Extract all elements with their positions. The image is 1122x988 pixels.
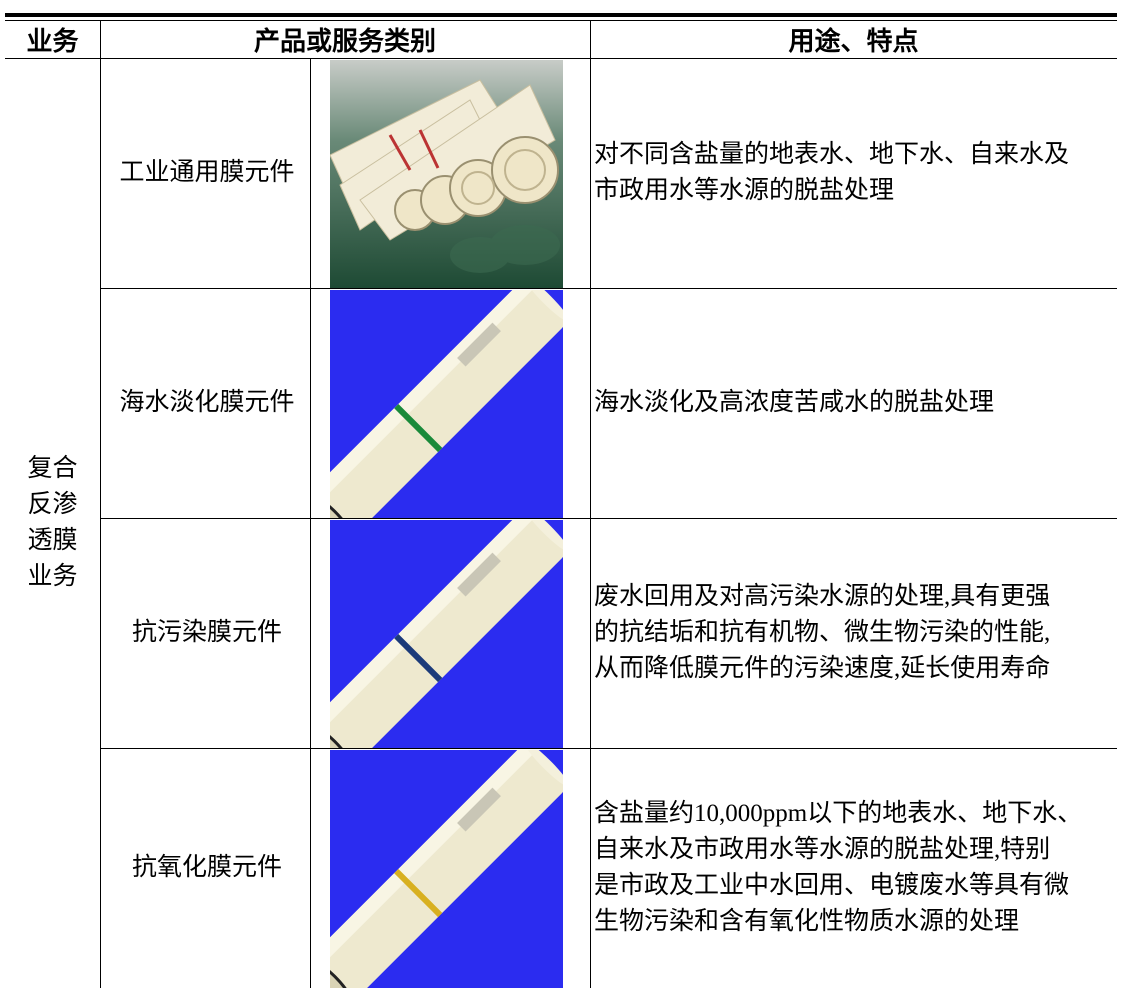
- description-line: 对不同含盐量的地表水、地下水、自来水及: [594, 141, 1070, 168]
- col-line: [310, 58, 311, 988]
- header-cell: 业务: [26, 27, 79, 56]
- product-photo: [330, 750, 563, 988]
- business-line: 复合: [27, 455, 78, 482]
- product-cell: 抗污染膜元件: [131, 619, 282, 646]
- business-line: 反渗: [27, 491, 78, 518]
- header-cell: 用途、特点: [788, 27, 919, 56]
- description-cell: 海水淡化及高浓度苦咸水的脱盐处理: [594, 288, 1117, 518]
- description-line: 是市政及工业中水回用、电镀废水等具有微: [594, 872, 1070, 899]
- description-line: 废水回用及对高污染水源的处理,具有更强: [594, 583, 1051, 610]
- product-photo: [330, 520, 563, 748]
- header-cell: 产品或服务类别: [253, 27, 436, 56]
- description-cell: 对不同含盐量的地表水、地下水、自来水及 市政用水等水源的脱盐处理: [594, 58, 1117, 288]
- product-photo: [330, 60, 563, 288]
- description-line: 海水淡化及高浓度苦咸水的脱盐处理: [594, 389, 995, 416]
- description-line: 含盐量约10,000ppm以下的地表水、地下水、: [594, 800, 1083, 827]
- col-line: [590, 21, 591, 988]
- description-line: 从而降低膜元件的污染速度,延长使用寿命: [594, 655, 1051, 682]
- description-line: 的抗结垢和抗有机物、微生物污染的性能,: [594, 619, 1051, 646]
- description-line: 生物污染和含有氧化性物质水源的处理: [594, 908, 1020, 935]
- business-line: 透膜: [27, 527, 78, 554]
- product-cell: 工业通用膜元件: [119, 159, 295, 186]
- header-rule: [5, 58, 1117, 59]
- description-cell: 含盐量约10,000ppm以下的地表水、地下水、 自来水及市政用水等水源的脱盐处理…: [594, 748, 1117, 988]
- description-line: 自来水及市政用水等水源的脱盐处理,特别: [594, 836, 1051, 863]
- business-line: 业务: [27, 563, 78, 590]
- row-line: [100, 748, 1117, 749]
- top-rule-thin: [5, 20, 1117, 21]
- product-photo: [330, 290, 563, 518]
- row-line: [100, 518, 1117, 519]
- business-cell: 复合 反渗 透膜 业务: [5, 58, 100, 988]
- description-cell: 废水回用及对高污染水源的处理,具有更强 的抗结垢和抗有机物、微生物污染的性能, 从而…: [594, 518, 1117, 748]
- row-line: [100, 288, 1117, 289]
- description-line: 市政用水等水源的脱盐处理: [594, 177, 895, 204]
- top-rule: [5, 13, 1117, 17]
- col-line: [100, 21, 101, 988]
- product-cell: 抗氧化膜元件: [131, 854, 282, 881]
- product-cell: 海水淡化膜元件: [119, 389, 295, 416]
